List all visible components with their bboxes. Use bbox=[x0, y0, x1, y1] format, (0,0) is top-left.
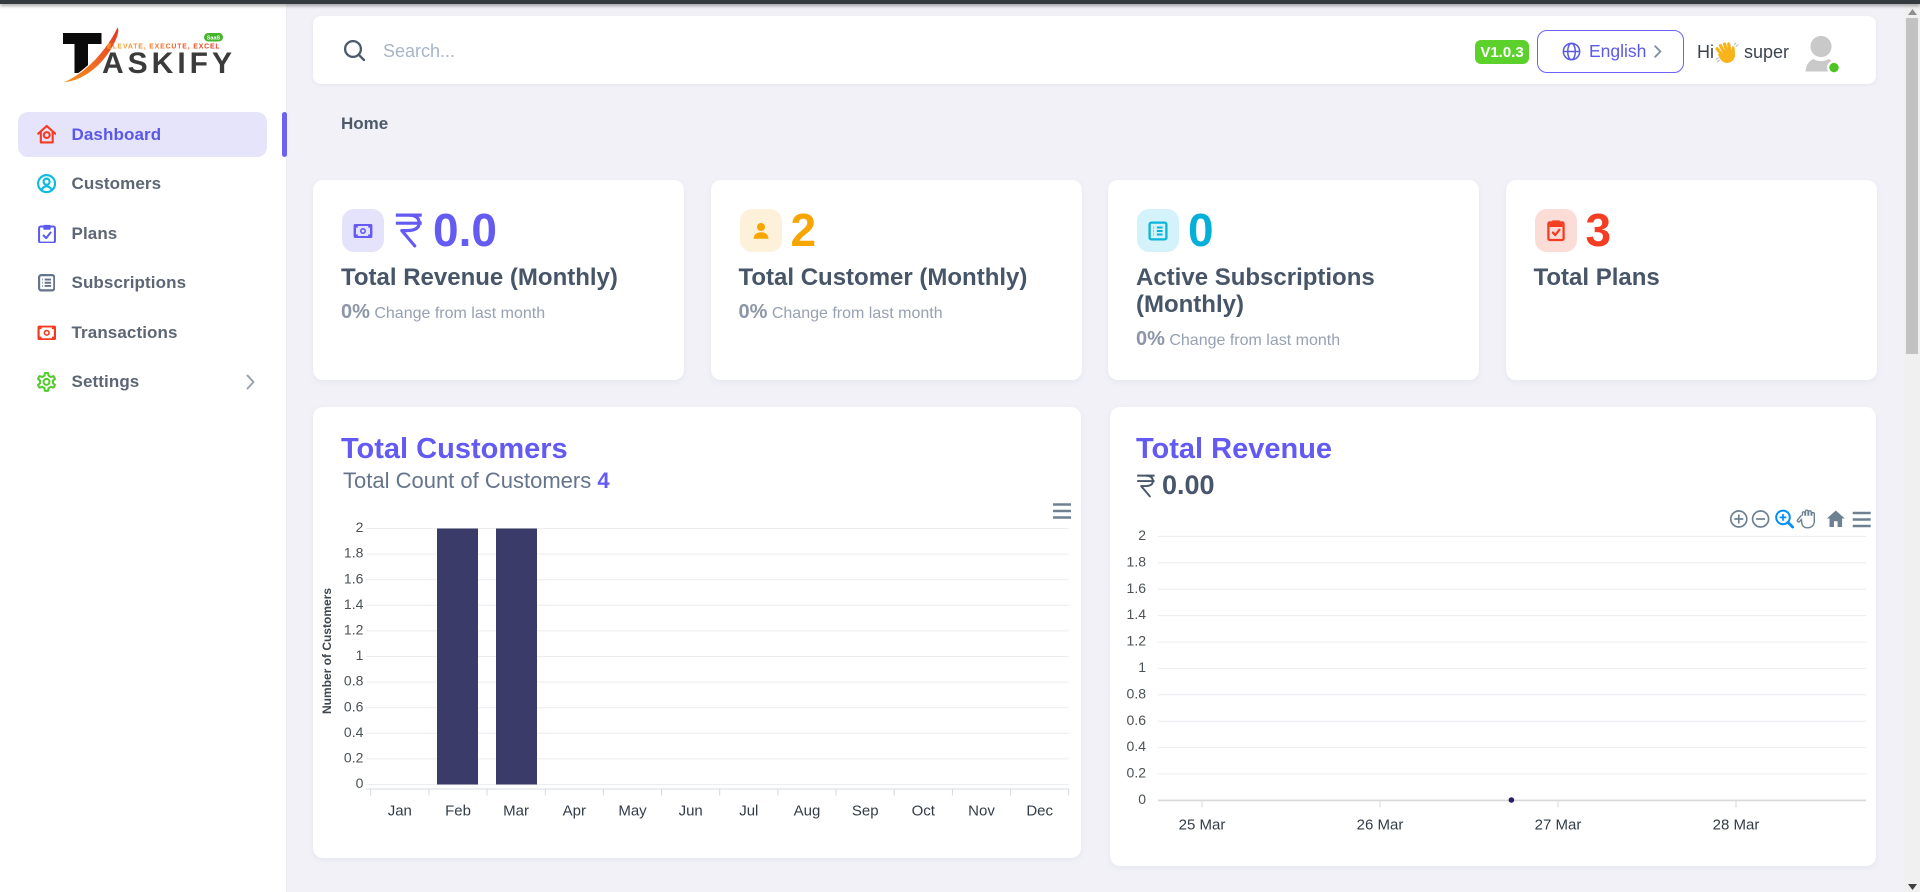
svg-text:0.2: 0.2 bbox=[1127, 765, 1147, 781]
svg-text:0.4: 0.4 bbox=[344, 724, 364, 740]
svg-text:2: 2 bbox=[356, 519, 364, 535]
svg-text:Jul: Jul bbox=[739, 803, 758, 820]
svg-text:0.6: 0.6 bbox=[344, 698, 364, 714]
svg-text:0: 0 bbox=[356, 775, 364, 791]
svg-text:0.6: 0.6 bbox=[1127, 712, 1147, 728]
svg-text:Aug: Aug bbox=[794, 803, 821, 820]
svg-text:1.2: 1.2 bbox=[344, 622, 364, 638]
svg-text:Number of Customers: Number of Customers bbox=[320, 588, 334, 714]
svg-text:ELEVATE, EXECUTE, EXCEL: ELEVATE, EXECUTE, EXCEL bbox=[107, 44, 220, 51]
svg-text:SaaS: SaaS bbox=[207, 35, 221, 41]
svg-text:25 Mar: 25 Mar bbox=[1179, 817, 1226, 834]
svg-text:Dec: Dec bbox=[1026, 803, 1053, 820]
svg-text:1.2: 1.2 bbox=[1127, 633, 1147, 649]
svg-text:1.8: 1.8 bbox=[1127, 553, 1147, 569]
svg-text:26 Mar: 26 Mar bbox=[1357, 817, 1404, 834]
svg-text:2: 2 bbox=[1138, 527, 1146, 543]
svg-text:Oct: Oct bbox=[912, 803, 936, 820]
svg-text:1.8: 1.8 bbox=[344, 545, 364, 561]
svg-text:1.6: 1.6 bbox=[1127, 580, 1147, 596]
svg-text:0.8: 0.8 bbox=[344, 673, 364, 689]
svg-text:1.6: 1.6 bbox=[344, 570, 364, 586]
svg-text:May: May bbox=[618, 803, 647, 820]
svg-text:1: 1 bbox=[1138, 659, 1146, 675]
svg-text:Nov: Nov bbox=[968, 803, 995, 820]
svg-text:28 Mar: 28 Mar bbox=[1713, 817, 1760, 834]
svg-text:Mar: Mar bbox=[503, 803, 529, 820]
svg-text:Jun: Jun bbox=[679, 803, 703, 820]
svg-text:0: 0 bbox=[1138, 791, 1146, 807]
svg-text:Feb: Feb bbox=[445, 803, 471, 820]
svg-text:27 Mar: 27 Mar bbox=[1535, 817, 1582, 834]
svg-text:1: 1 bbox=[356, 647, 364, 663]
svg-text:1.4: 1.4 bbox=[1127, 606, 1147, 622]
svg-text:ASKIFY: ASKIFY bbox=[102, 47, 236, 80]
svg-text:Sep: Sep bbox=[852, 803, 879, 820]
svg-text:1.4: 1.4 bbox=[344, 596, 364, 612]
svg-text:0.4: 0.4 bbox=[1127, 738, 1147, 754]
svg-text:Apr: Apr bbox=[563, 803, 586, 820]
svg-text:0.8: 0.8 bbox=[1127, 685, 1147, 701]
svg-text:Jan: Jan bbox=[388, 803, 412, 820]
svg-text:0.2: 0.2 bbox=[344, 750, 364, 766]
